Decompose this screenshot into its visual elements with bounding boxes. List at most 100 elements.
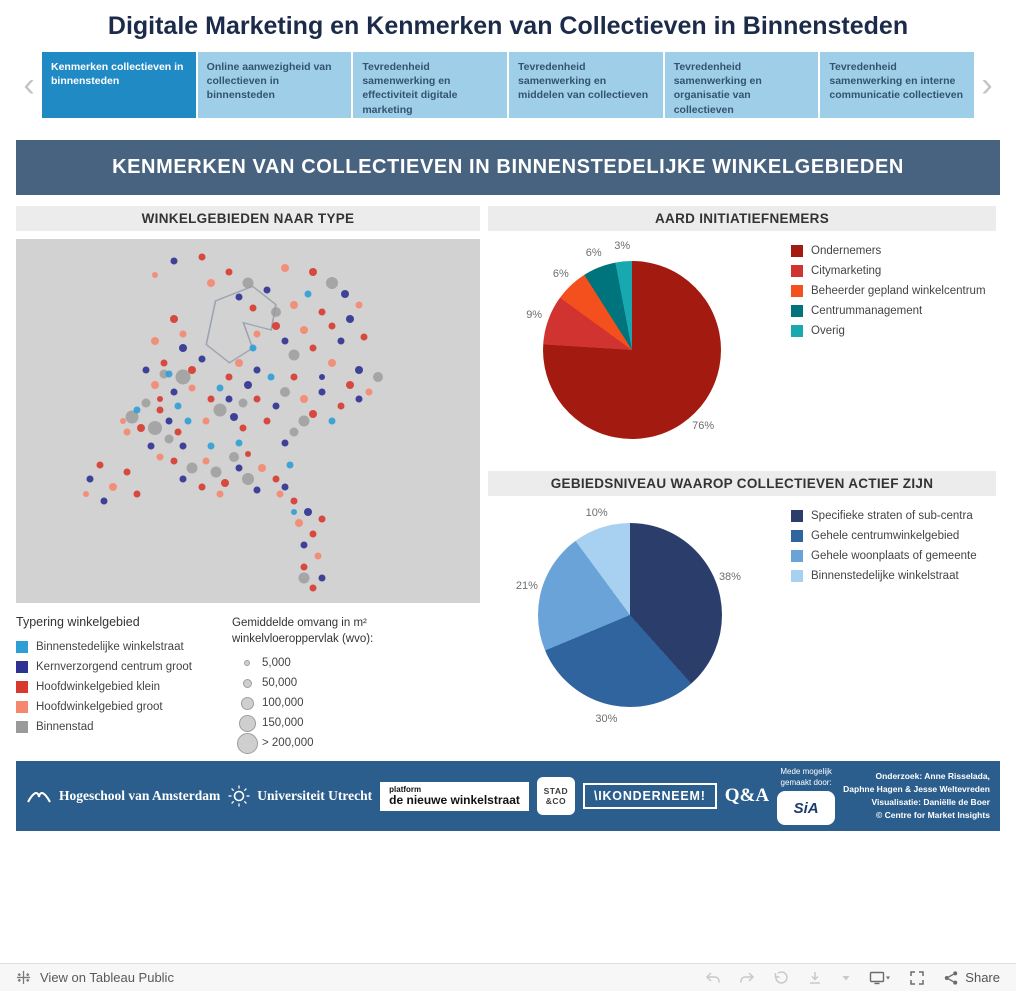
map-point[interactable] — [327, 358, 336, 367]
legend-item-citymarketing[interactable]: Citymarketing — [791, 261, 986, 281]
legend-item-ondernemers[interactable]: Ondernemers — [791, 241, 986, 261]
map-point[interactable] — [202, 417, 210, 425]
map-point[interactable] — [100, 497, 108, 505]
map-point[interactable] — [141, 398, 151, 408]
map-point[interactable] — [210, 466, 222, 478]
view-on-tableau[interactable]: View on Tableau Public — [16, 970, 174, 985]
map-point[interactable] — [125, 410, 139, 424]
map-point[interactable] — [249, 344, 257, 352]
legend-item-binnenstedelijke-winkelstraat[interactable]: Binnenstedelijke winkelstraat — [16, 637, 222, 657]
map-point[interactable] — [202, 457, 210, 465]
map-point[interactable] — [207, 442, 215, 450]
map-point[interactable] — [308, 409, 317, 418]
map-point[interactable] — [286, 461, 294, 469]
legend-item-beheerder[interactable]: Beheerder gepland winkelcentrum — [791, 281, 986, 301]
map-point[interactable] — [234, 358, 243, 367]
legend-item-overig[interactable]: Overig — [791, 321, 986, 341]
map-point[interactable] — [119, 418, 126, 424]
map-point[interactable] — [300, 563, 308, 571]
tab-kenmerken-collectieven[interactable]: Kenmerken collectieven in binnensteden — [42, 52, 196, 118]
map-point[interactable] — [206, 278, 215, 287]
map-point[interactable] — [298, 415, 310, 427]
map-point[interactable] — [123, 468, 131, 476]
map-point[interactable] — [242, 277, 254, 289]
map-point[interactable] — [328, 322, 336, 330]
map-point[interactable] — [300, 541, 308, 549]
map-point[interactable] — [133, 406, 141, 414]
map-point[interactable] — [272, 475, 280, 483]
map-point[interactable] — [133, 490, 141, 498]
map-point[interactable] — [337, 337, 345, 345]
map-point[interactable] — [325, 276, 338, 289]
map-point[interactable] — [165, 417, 173, 425]
map-point[interactable] — [309, 530, 317, 538]
map-point[interactable] — [288, 349, 300, 361]
map-point[interactable] — [355, 301, 363, 309]
map-point[interactable] — [295, 518, 304, 527]
map-point[interactable] — [346, 380, 355, 389]
map-point[interactable] — [319, 374, 326, 381]
map-point[interactable] — [156, 453, 164, 461]
map-point[interactable] — [229, 452, 240, 463]
legend-item-kernverzorgend-centrum[interactable]: Kernverzorgend centrum groot — [16, 657, 222, 677]
map-point[interactable] — [290, 300, 299, 309]
map-point[interactable] — [220, 478, 229, 487]
map-point[interactable] — [174, 402, 182, 410]
pie-chart[interactable] — [543, 261, 721, 439]
map-point[interactable] — [257, 464, 266, 473]
map-point[interactable] — [186, 462, 198, 474]
map-point[interactable] — [314, 552, 322, 560]
map-point[interactable] — [137, 424, 146, 433]
map-point[interactable] — [242, 473, 254, 486]
map-point[interactable] — [142, 366, 150, 374]
map-point[interactable] — [249, 304, 257, 312]
map-point[interactable] — [188, 366, 197, 375]
legend-item-specifieke-straten[interactable]: Specifieke straten of sub-centra — [791, 506, 977, 526]
map-point[interactable] — [245, 450, 251, 457]
map-point[interactable] — [216, 490, 224, 498]
map-point[interactable] — [318, 515, 326, 523]
map-point[interactable] — [263, 417, 271, 425]
redo-icon[interactable] — [739, 970, 755, 986]
map-point[interactable] — [164, 434, 174, 444]
map-point[interactable] — [365, 388, 373, 396]
map-point[interactable] — [271, 322, 280, 331]
legend-item-centrumwinkelgebied[interactable]: Gehele centrumwinkelgebied — [791, 526, 977, 546]
map-point[interactable] — [235, 293, 243, 301]
map-point[interactable] — [318, 574, 326, 582]
tab-effectiviteit-digitale-marketing[interactable]: Tevredenheid samenwerking en effectivite… — [353, 52, 508, 118]
map-point[interactable] — [174, 428, 182, 436]
legend-item-centrummanagement[interactable]: Centrummanagement — [791, 301, 986, 321]
device-layout-icon[interactable] — [869, 970, 891, 986]
legend-item-hoofdwinkelgebied-klein[interactable]: Hoofdwinkelgebied klein — [16, 677, 222, 697]
download-icon[interactable] — [807, 970, 823, 986]
map-point[interactable] — [169, 315, 178, 324]
map-point[interactable] — [198, 253, 206, 261]
map-point[interactable] — [328, 417, 336, 425]
tab-online-aanwezigheid[interactable]: Online aanwezigheid van collectieven in … — [197, 52, 352, 118]
legend-item-binnenstad[interactable]: Binnenstad — [16, 717, 222, 737]
map-point[interactable] — [109, 482, 118, 491]
map-point[interactable] — [235, 464, 243, 472]
map-point[interactable] — [216, 384, 224, 392]
map-point[interactable] — [304, 508, 313, 516]
legend-item-woonplaats-gemeente[interactable]: Gehele woonplaats of gemeente — [791, 546, 977, 566]
map-point[interactable] — [198, 483, 206, 491]
legend-item-binnenstedelijke-winkelstraat[interactable]: Binnenstedelijke winkelstraat — [791, 566, 977, 586]
map-point[interactable] — [318, 388, 326, 396]
map-point[interactable] — [355, 366, 364, 375]
map-point[interactable] — [207, 395, 215, 403]
map-point[interactable] — [179, 344, 188, 353]
map-point[interactable] — [290, 497, 298, 505]
map-point[interactable] — [96, 461, 104, 469]
map-point[interactable] — [225, 373, 233, 381]
map-point[interactable] — [272, 402, 280, 410]
map-point[interactable] — [263, 286, 271, 294]
map-point[interactable] — [276, 490, 284, 498]
map-point[interactable] — [179, 442, 187, 450]
map-point[interactable] — [341, 289, 350, 298]
pie-chart[interactable] — [538, 523, 722, 707]
map-point[interactable] — [238, 398, 248, 408]
map-point[interactable] — [179, 475, 187, 483]
map-point[interactable] — [175, 369, 191, 385]
